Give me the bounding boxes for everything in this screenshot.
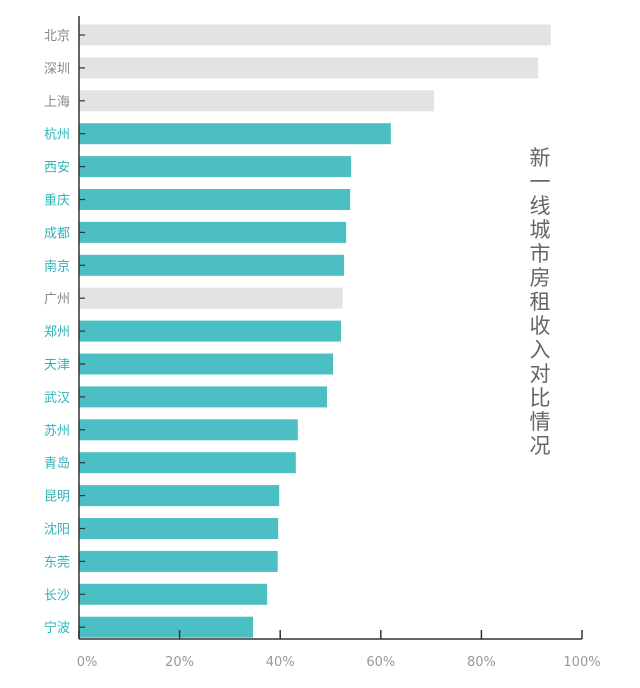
category-label: 杭州 [44,128,70,143]
category-label: 昆明 [44,490,70,505]
category-label: 郑州 [44,325,70,340]
bar [79,419,298,441]
category-label: 上海 [44,95,70,110]
category-label: 青岛 [44,456,70,472]
bar [79,123,391,145]
bar [79,452,296,474]
x-tick-label: 20% [165,655,194,670]
bar [79,320,342,342]
category-label: 广州 [44,292,70,307]
category-label: 天津 [44,358,70,373]
bar [79,189,351,210]
category-label: 武汉 [44,391,70,406]
bar [79,24,551,46]
category-label: 深圳 [44,62,70,77]
category-label: 成都 [44,226,70,241]
bar [79,254,345,276]
category-label: 北京 [44,29,70,44]
category-label: 西安 [44,161,70,176]
category-label: 苏州 [44,423,70,439]
category-label: 东莞 [44,555,70,570]
x-tick-label: 60% [366,655,395,670]
bar [79,485,280,507]
bar [79,221,347,243]
bar [79,57,539,79]
bar [79,156,352,178]
bar [79,386,327,408]
category-label: 宁波 [44,620,70,636]
category-label: 重庆 [44,193,70,209]
bar [79,90,435,112]
x-tick-label: 0% [77,655,98,670]
bar [79,518,279,539]
x-tick-label: 80% [467,655,496,670]
bar [79,353,334,375]
x-tick-label: 100% [563,655,600,670]
category-label: 南京 [44,258,70,274]
bar [79,583,268,605]
x-tick-label: 40% [266,655,295,670]
bar [79,287,343,309]
category-label: 长沙 [44,588,70,603]
chart-title: 新一线城市房租收入对比情况 [529,146,551,458]
category-label: 沈阳 [44,523,70,538]
bar [79,616,254,638]
bar [79,550,278,572]
